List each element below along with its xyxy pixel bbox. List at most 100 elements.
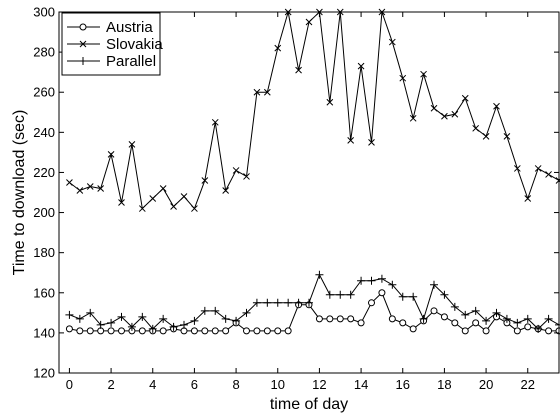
y-axis-label: Time to download (sec) bbox=[11, 110, 28, 276]
x-tick-label: 20 bbox=[479, 377, 493, 392]
data-point-slovakia bbox=[107, 151, 115, 158]
x-tick-label: 16 bbox=[396, 377, 410, 392]
data-point-parallel bbox=[367, 276, 376, 285]
data-point-parallel bbox=[273, 298, 282, 307]
series-line-parallel bbox=[69, 273, 560, 330]
data-point-parallel bbox=[75, 314, 84, 323]
data-point-parallel bbox=[200, 306, 209, 315]
data-point-parallel bbox=[252, 298, 261, 307]
data-point-slovakia bbox=[86, 183, 94, 190]
data-point-austria bbox=[461, 327, 469, 335]
data-point-slovakia bbox=[451, 110, 459, 118]
y-tick-label: 140 bbox=[33, 325, 55, 340]
data-point-austria bbox=[107, 327, 115, 335]
data-point-austria bbox=[263, 327, 271, 335]
data-point-slovakia bbox=[159, 185, 167, 192]
data-point-austria bbox=[326, 315, 334, 323]
data-point-slovakia bbox=[409, 114, 417, 122]
data-point-austria bbox=[399, 319, 407, 327]
data-point-slovakia bbox=[347, 137, 355, 144]
data-point-slovakia bbox=[201, 177, 209, 184]
data-point-slovakia bbox=[503, 132, 511, 140]
data-point-austria bbox=[284, 327, 292, 335]
data-point-austria bbox=[524, 323, 532, 331]
data-point-austria bbox=[451, 319, 459, 327]
data-point-parallel bbox=[232, 316, 241, 325]
x-tick-label: 22 bbox=[521, 377, 535, 392]
data-point-austria bbox=[378, 289, 386, 297]
data-point-slovakia bbox=[118, 199, 125, 206]
series-austria bbox=[65, 289, 560, 335]
x-axis-label: time of day bbox=[270, 396, 348, 413]
x-tick-label: 0 bbox=[66, 377, 73, 392]
series-slovakia bbox=[66, 8, 560, 212]
data-point-parallel bbox=[325, 290, 334, 299]
data-point-slovakia bbox=[368, 139, 375, 146]
data-point-slovakia bbox=[211, 118, 219, 126]
y-tick-label: 200 bbox=[33, 205, 55, 220]
data-point-austria bbox=[368, 299, 375, 307]
data-point-slovakia bbox=[66, 179, 73, 186]
data-point-slovakia bbox=[128, 141, 136, 148]
y-tick-label: 220 bbox=[33, 165, 55, 180]
data-point-slovakia bbox=[222, 187, 230, 194]
x-tick-label: 10 bbox=[271, 377, 285, 392]
series-line-austria bbox=[69, 291, 559, 332]
data-point-austria bbox=[545, 327, 553, 335]
data-point-slovakia bbox=[263, 88, 271, 96]
data-point-austria bbox=[65, 325, 73, 333]
data-point-parallel bbox=[169, 322, 178, 331]
data-point-parallel bbox=[284, 298, 293, 307]
data-point-parallel bbox=[471, 306, 480, 315]
x-tick-label: 18 bbox=[437, 377, 451, 392]
data-point-austria bbox=[86, 327, 94, 335]
data-point-austria bbox=[76, 327, 84, 335]
data-point-parallel bbox=[513, 318, 522, 327]
data-point-slovakia bbox=[97, 185, 105, 192]
data-point-parallel bbox=[96, 320, 105, 329]
data-point-slovakia bbox=[253, 88, 261, 96]
data-point-austria bbox=[482, 327, 490, 335]
data-point-parallel bbox=[346, 290, 355, 299]
data-point-parallel bbox=[86, 308, 95, 317]
data-point-slovakia bbox=[441, 112, 448, 120]
data-point-austria bbox=[430, 307, 438, 315]
x-tick-label: 12 bbox=[312, 377, 326, 392]
data-point-slovakia bbox=[388, 38, 396, 46]
data-point-slovakia bbox=[295, 66, 302, 74]
legend-marker-austria bbox=[79, 23, 87, 31]
x-tick-label: 14 bbox=[354, 377, 368, 392]
data-point-parallel bbox=[523, 314, 532, 323]
data-point-austria bbox=[222, 327, 230, 335]
data-point-slovakia bbox=[357, 62, 365, 70]
data-point-parallel bbox=[419, 314, 428, 323]
data-point-slovakia bbox=[149, 195, 157, 202]
data-point-parallel bbox=[388, 280, 397, 289]
data-point-slovakia bbox=[399, 74, 407, 82]
data-point-parallel bbox=[263, 298, 272, 307]
data-point-slovakia bbox=[243, 173, 250, 180]
data-point-parallel bbox=[544, 314, 553, 323]
x-tick-label: 8 bbox=[232, 377, 239, 392]
axes-layer: 0 2 4 6 8 10 12 14 16 18 20 22 120 140 160 180 200 220 240… bbox=[33, 5, 559, 392]
data-point-austria bbox=[315, 315, 323, 323]
data-point-parallel bbox=[148, 324, 157, 333]
data-point-parallel bbox=[127, 322, 136, 331]
data-point-parallel bbox=[180, 320, 188, 329]
data-point-parallel bbox=[242, 308, 251, 317]
data-point-parallel bbox=[482, 316, 491, 325]
y-tick-label: 280 bbox=[33, 45, 55, 60]
data-point-slovakia bbox=[524, 195, 532, 202]
data-point-parallel bbox=[107, 318, 116, 327]
y-tick-label: 300 bbox=[33, 5, 55, 20]
data-point-parallel bbox=[450, 302, 459, 311]
plot-frame bbox=[58, 11, 560, 374]
data-point-austria bbox=[336, 315, 344, 323]
legend-label-parallel: Parallel bbox=[106, 53, 156, 70]
data-point-austria bbox=[201, 327, 209, 335]
legend-marker-parallel bbox=[79, 57, 87, 65]
data-point-parallel bbox=[138, 312, 147, 321]
x-tick-label: 2 bbox=[107, 377, 114, 392]
